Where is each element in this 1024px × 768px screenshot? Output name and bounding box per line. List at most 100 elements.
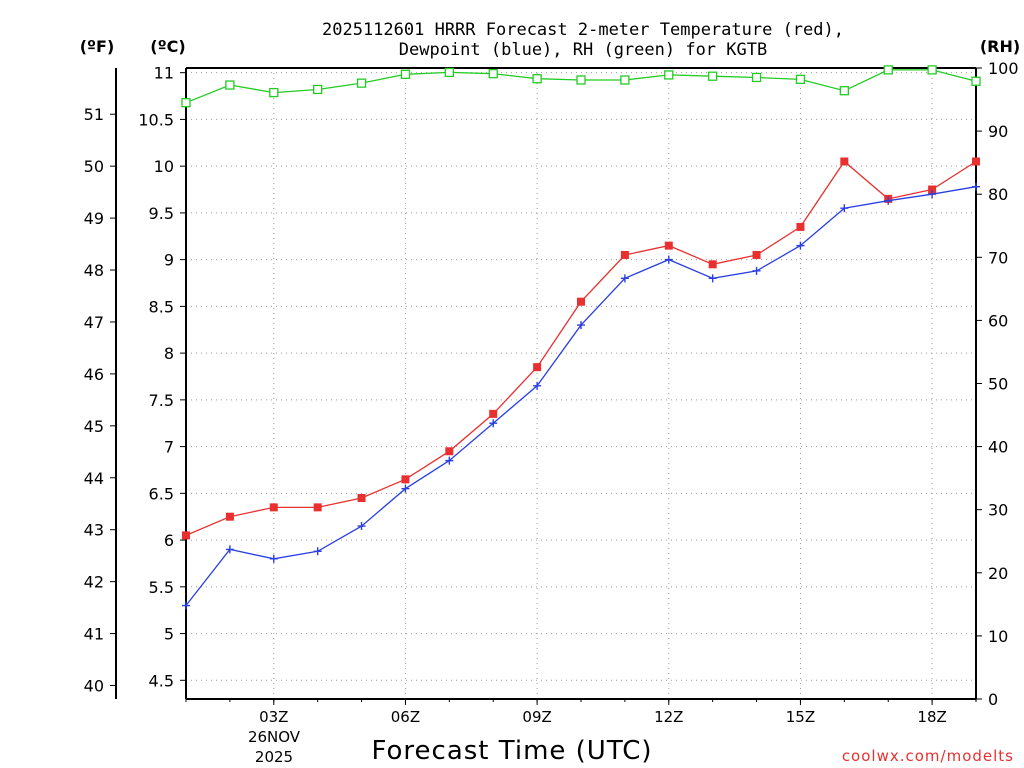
dewpoint-point xyxy=(840,204,849,213)
celsius-tick-label: 9.5 xyxy=(149,204,174,223)
x-tick-label: 09Z xyxy=(522,708,551,726)
dewpoint-point xyxy=(489,419,498,428)
rh-point xyxy=(795,74,806,85)
chart-title-line2: Dewpoint (blue), RH (green) for KGTB xyxy=(399,40,767,60)
rh-point xyxy=(576,75,586,85)
fahrenheit-tick-label: 50 xyxy=(84,157,104,176)
x-axis-title: Forecast Time (UTC) xyxy=(371,736,652,766)
rh-tick-label: 0 xyxy=(988,690,998,709)
dewpoint-point xyxy=(401,484,410,493)
axis-ticks: 03Z 06Z 09Z 12Z 15Z 18Z 4.5 5 5.5 6 6.5 7 7.5 8 8.5 9 9.… xyxy=(84,59,1019,726)
rh-tick-label: 20 xyxy=(988,564,1008,583)
fahrenheit-tick-label: 43 xyxy=(84,521,104,540)
dewpoint-point xyxy=(708,274,717,283)
rh-tick-label: 10 xyxy=(988,627,1008,646)
dewpoint-point xyxy=(182,601,190,610)
rh-point xyxy=(532,74,542,84)
temperature-point xyxy=(620,250,629,259)
dewpoint-point xyxy=(577,321,585,330)
temperature-point xyxy=(664,241,673,250)
rh-tick-label: 100 xyxy=(988,59,1019,78)
temperature-point xyxy=(796,222,805,231)
dewpoint-point xyxy=(664,255,673,264)
x-tick-label: 03Z xyxy=(259,708,288,726)
rh-unit-label: (RH) xyxy=(980,37,1020,56)
dewpoint-point xyxy=(972,182,980,191)
dewpoint-point xyxy=(884,196,893,205)
celsius-tick-label: 9 xyxy=(164,251,174,270)
temperature-point xyxy=(489,409,498,418)
temperature-point xyxy=(972,157,980,166)
fahrenheit-tick-label: 41 xyxy=(84,625,104,644)
rh-tick-label: 70 xyxy=(988,248,1008,267)
temperature-point xyxy=(357,494,366,503)
data-series xyxy=(181,65,981,610)
rh-point xyxy=(927,65,937,75)
temperature-point xyxy=(182,531,190,540)
rh-point xyxy=(444,67,454,78)
rh-tick-label: 40 xyxy=(988,438,1008,457)
fahrenheit-tick-label: 51 xyxy=(84,105,104,124)
celsius-tick-label: 5 xyxy=(164,625,174,644)
dewpoint-point xyxy=(533,381,542,390)
temperature-point xyxy=(752,250,761,259)
fahrenheit-tick-label: 48 xyxy=(84,261,104,280)
date-label-day: 26NOV xyxy=(248,728,301,746)
rh-tick-label: 80 xyxy=(988,185,1008,204)
celsius-tick-label: 7 xyxy=(164,438,174,457)
temperature-point xyxy=(225,512,234,521)
celsius-tick-label: 8 xyxy=(164,344,174,363)
fahrenheit-unit-label: (ºF) xyxy=(80,37,115,56)
fahrenheit-tick-label: 45 xyxy=(84,417,104,436)
rh-point xyxy=(356,78,367,88)
rh-point xyxy=(971,76,981,86)
fahrenheit-tick-label: 49 xyxy=(84,209,104,228)
fahrenheit-tick-label: 40 xyxy=(84,676,104,695)
rh-tick-label: 60 xyxy=(988,311,1008,330)
celsius-tick-label: 6 xyxy=(164,531,174,550)
temperature-point xyxy=(708,260,717,269)
x-tick-label: 06Z xyxy=(391,708,420,726)
fahrenheit-tick-label: 46 xyxy=(84,365,104,384)
dewpoint-point xyxy=(928,190,937,199)
rh-line xyxy=(185,69,977,104)
fahrenheit-tick-label: 42 xyxy=(84,573,104,592)
rh-point xyxy=(664,70,674,80)
rh-point xyxy=(313,84,323,95)
celsius-unit-label: (ºC) xyxy=(150,37,185,56)
rh-tick-label: 30 xyxy=(988,501,1008,520)
temperature-point xyxy=(928,185,937,194)
series-rh xyxy=(181,65,981,108)
rh-tick-label: 90 xyxy=(988,122,1008,141)
fahrenheit-tick-label: 44 xyxy=(84,469,104,488)
temperature-point xyxy=(840,157,849,166)
dewpoint-line xyxy=(185,186,977,606)
dewpoint-point xyxy=(357,522,366,531)
celsius-tick-label: 7.5 xyxy=(149,391,174,410)
temperature-point xyxy=(269,503,278,512)
dewpoint-point xyxy=(752,266,761,275)
temperature-point xyxy=(533,363,542,372)
dewpoint-point xyxy=(620,274,629,283)
rh-point xyxy=(883,65,893,75)
series-temperature xyxy=(182,157,980,540)
rh-tick-label: 50 xyxy=(988,375,1008,394)
grid-lines xyxy=(186,68,976,699)
rh-point xyxy=(751,72,762,83)
x-tick-label: 15Z xyxy=(786,708,815,726)
dewpoint-point xyxy=(225,545,234,554)
dewpoint-point xyxy=(796,241,805,250)
x-tick-label: 18Z xyxy=(917,708,946,726)
celsius-tick-label: 8.5 xyxy=(149,297,174,316)
rh-point xyxy=(269,87,279,98)
celsius-tick-label: 11 xyxy=(154,64,174,83)
celsius-tick-label: 10 xyxy=(154,157,174,176)
rh-point xyxy=(620,75,630,85)
temperature-point xyxy=(577,297,585,306)
dewpoint-point xyxy=(269,554,278,563)
temperature-point xyxy=(401,475,410,484)
temperature-point xyxy=(313,503,322,512)
celsius-tick-label: 6.5 xyxy=(149,484,174,503)
celsius-tick-label: 4.5 xyxy=(149,671,174,690)
